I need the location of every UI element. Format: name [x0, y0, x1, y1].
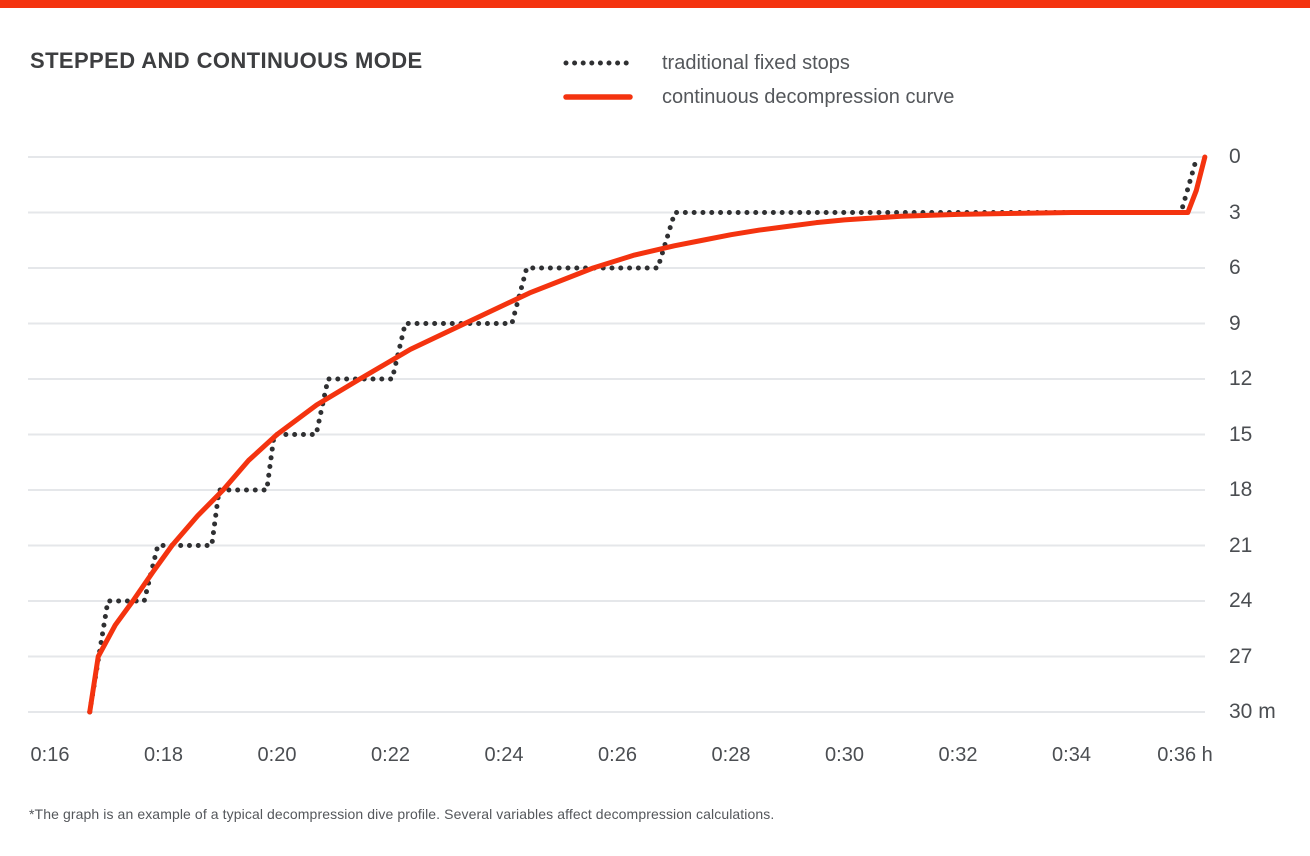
- x-axis-tick-label: 0:26: [598, 744, 637, 766]
- x-axis-tick-label: 0:36 h: [1157, 744, 1213, 766]
- chart-legend: traditional fixed stops continuous decom…: [563, 46, 954, 114]
- x-axis-tick-label: 0:28: [711, 744, 751, 766]
- y-axis-tick-label: 24: [1229, 589, 1253, 612]
- y-axis-tick-label: 0: [1229, 145, 1241, 168]
- y-axis-tick-label: 30 m: [1229, 700, 1276, 723]
- y-axis-tick-label: 21: [1229, 533, 1253, 557]
- x-axis-tick-label: 0:18: [144, 744, 183, 766]
- top-accent-bar: [0, 0, 1310, 8]
- y-axis-tick-label: 9: [1229, 311, 1241, 335]
- legend-item-continuous: continuous decompression curve: [563, 80, 954, 114]
- legend-item-traditional: traditional fixed stops: [563, 46, 954, 80]
- x-axis-tick-label: 0:34: [1052, 744, 1091, 766]
- y-axis-tick-label: 27: [1229, 644, 1253, 668]
- x-axis-tick-label: 0:16: [30, 744, 70, 766]
- chart-title: STEPPED AND CONTINUOUS MODE: [30, 48, 423, 73]
- y-axis-tick-label: 12: [1229, 367, 1253, 390]
- y-axis-tick-label: 3: [1229, 200, 1241, 224]
- x-axis-tick-label: 0:32: [938, 744, 978, 766]
- x-axis-tick-label: 0:20: [257, 744, 297, 766]
- footnote: *The graph is an example of a typical de…: [29, 806, 775, 822]
- y-axis-tick-label: 15: [1229, 422, 1253, 446]
- x-axis-tick-label: 0:22: [371, 744, 410, 766]
- y-axis-tick-label: 18: [1229, 478, 1253, 501]
- x-axis-tick-label: 0:24: [484, 744, 524, 766]
- series-solid: [87, 154, 1208, 715]
- legend-label-traditional: traditional fixed stops: [662, 52, 850, 74]
- solid-line-swatch-icon: [563, 94, 633, 100]
- y-axis-tick-label: 6: [1229, 256, 1241, 279]
- dotted-line-swatch-icon: [563, 60, 633, 66]
- x-axis-tick-label: 0:30: [825, 744, 864, 766]
- legend-label-continuous: continuous decompression curve: [662, 86, 955, 108]
